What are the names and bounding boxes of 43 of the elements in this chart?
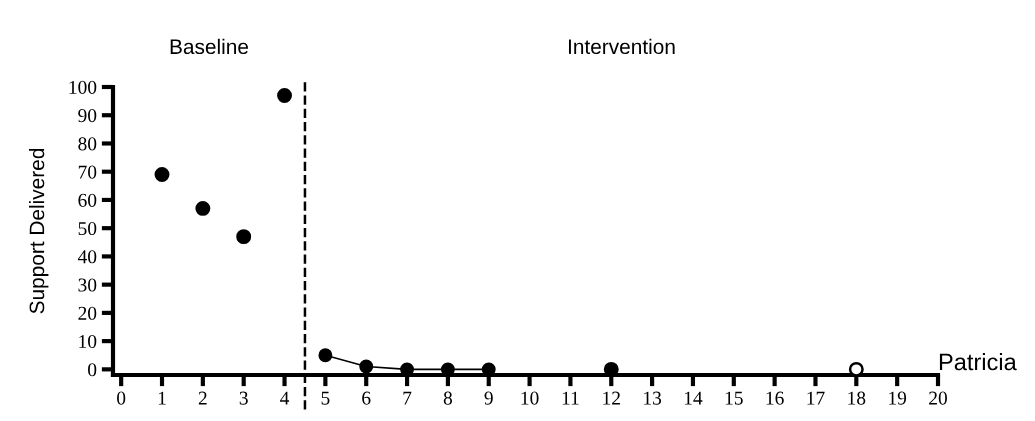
x-tick-label: 9 bbox=[484, 391, 493, 405]
text: Baseline bbox=[170, 38, 249, 55]
x-tick-label: 4 bbox=[280, 391, 290, 405]
x-tick-label: 7 bbox=[403, 391, 412, 405]
x-tick-label: 11 bbox=[562, 391, 579, 405]
point bbox=[277, 88, 292, 103]
x-tick-label: 1 bbox=[158, 391, 166, 405]
x-tick-label: 5 bbox=[321, 391, 330, 405]
point bbox=[154, 167, 170, 182]
x-tick-label: 16 bbox=[766, 391, 784, 405]
y-tick-label: 90 bbox=[78, 109, 97, 123]
x-tick-label: 15 bbox=[725, 391, 743, 405]
x-tick-label: 6 bbox=[362, 391, 371, 405]
x-tick-label: 20 bbox=[929, 391, 947, 405]
x-tick-label: 10 bbox=[521, 391, 539, 405]
x-tick-label: 8 bbox=[443, 391, 453, 405]
x-tick-label: 18 bbox=[848, 391, 866, 405]
y-tick-label: 0 bbox=[88, 363, 97, 377]
y-tick-label: 80 bbox=[78, 137, 97, 151]
point bbox=[848, 361, 864, 377]
y-tick-label: 50 bbox=[78, 221, 97, 236]
point bbox=[318, 348, 333, 363]
x-tick-label: 14 bbox=[684, 391, 703, 405]
point bbox=[359, 359, 374, 374]
text: Patricia bbox=[939, 352, 1017, 371]
x-tick-label: 3 bbox=[239, 391, 248, 405]
x-tick-label: 2 bbox=[198, 391, 207, 405]
y-tick-label: 20 bbox=[78, 306, 97, 320]
point bbox=[195, 200, 211, 216]
y-axis-title: Support Delivered bbox=[29, 148, 49, 314]
x-tick-label: 13 bbox=[644, 391, 662, 405]
y-tick-label: 60 bbox=[78, 193, 97, 207]
y-tick-label: 70 bbox=[78, 165, 97, 179]
y-tick-label: 10 bbox=[79, 334, 97, 349]
y-tick-label: 100 bbox=[69, 80, 97, 94]
point bbox=[236, 229, 252, 245]
y-tick-label: 40 bbox=[77, 250, 97, 264]
text: Intervention bbox=[568, 38, 675, 55]
y-tick-label: 30 bbox=[78, 278, 97, 292]
x-tick-label: 12 bbox=[603, 391, 620, 405]
x-tick-label: 17 bbox=[807, 391, 825, 405]
x-tick-label: 0 bbox=[117, 391, 126, 405]
x-tick-label: 19 bbox=[889, 391, 907, 405]
